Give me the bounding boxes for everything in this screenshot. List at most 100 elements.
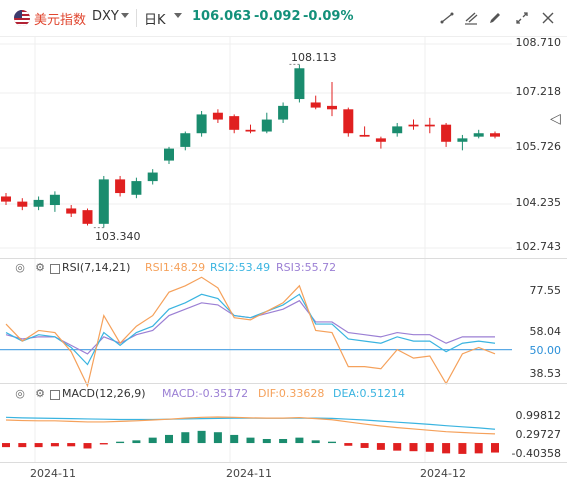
candle-body — [424, 124, 435, 127]
macd-bar — [67, 443, 76, 447]
candle-body — [294, 68, 305, 100]
dif-value: DIF:0.33628 — [258, 387, 325, 400]
price-change: -0.092 — [254, 9, 301, 24]
price-axis-label: 108.710 — [515, 36, 562, 49]
candle-body — [343, 109, 354, 134]
expand-icon[interactable] — [515, 11, 529, 25]
pencil-icon[interactable] — [488, 11, 502, 25]
macd-bar — [474, 443, 483, 454]
symbol-selector[interactable]: DXY — [92, 9, 119, 24]
date-label: 2024-12 — [420, 467, 466, 480]
candle-body — [115, 179, 126, 194]
indicator-checkbox[interactable] — [50, 390, 60, 400]
us-flag-icon — [14, 10, 30, 26]
high-annotation: 108.113 — [291, 51, 337, 64]
price-axis-label: 102.743 — [515, 240, 562, 253]
close-icon[interactable] — [541, 11, 555, 25]
macd-title: MACD(12,26,9) — [62, 387, 146, 400]
candle-body — [66, 208, 77, 214]
macd-bar — [262, 438, 271, 444]
pane-divider — [0, 462, 567, 463]
divider — [136, 9, 137, 27]
candle-body — [457, 138, 468, 142]
macd-bar — [295, 437, 304, 444]
candle-body — [17, 201, 28, 207]
period-selector[interactable]: 日K — [144, 13, 166, 28]
macd-bar — [181, 432, 190, 444]
macd-bar — [18, 443, 27, 448]
chart-header: 美元指数 DXY 日K 106.063 -0.092 -0.09% — [0, 0, 567, 37]
horizontal-line-tool-icon[interactable] — [440, 11, 454, 25]
rsi-title: RSI(7,14,21) — [62, 261, 131, 274]
macd-bar — [246, 437, 255, 444]
macd-bar — [132, 440, 141, 444]
candle-body — [82, 210, 93, 224]
eye-icon[interactable]: ◎ — [15, 387, 25, 400]
candle-body — [98, 179, 109, 224]
candle-body — [375, 138, 386, 142]
candle-body — [164, 148, 174, 161]
macd-axis-label: 0.29727 — [515, 428, 562, 441]
candle-body — [261, 119, 272, 132]
low-annotation: 103.340 — [95, 230, 141, 243]
candle-body — [441, 124, 452, 142]
macd-bar — [376, 443, 385, 450]
dea-value: DEA:0.51214 — [333, 387, 405, 400]
price-axis-label: 107.218 — [515, 85, 562, 98]
rsi-axis-label: 38.53 — [529, 367, 562, 380]
macd-bar — [213, 432, 222, 444]
channel-tool-icon[interactable] — [464, 11, 478, 25]
symbol-dropdown-icon[interactable] — [121, 13, 129, 18]
rsi2-value: RSI2:53.49 — [210, 261, 271, 274]
macd-bar — [311, 440, 320, 444]
gear-icon[interactable]: ⚙ — [35, 261, 45, 274]
macd-bar — [50, 443, 59, 447]
eye-icon[interactable]: ◎ — [15, 261, 25, 274]
macd-bar — [34, 443, 43, 448]
date-label: 2024-11 — [30, 467, 76, 480]
candle-body — [212, 112, 223, 120]
candle-body — [33, 199, 44, 207]
candle-body — [131, 181, 142, 195]
rsi-axis-label: 50.00 — [529, 344, 562, 357]
macd-axis-label: 0.99812 — [515, 409, 562, 422]
candle-body — [1, 196, 11, 202]
price-axis-label: 105.726 — [515, 140, 562, 153]
macd-value: MACD:-0.35172 — [162, 387, 249, 400]
symbol-name: 美元指数 — [34, 13, 87, 28]
gear-icon[interactable]: ⚙ — [35, 387, 45, 400]
rsi2-line — [5, 293, 496, 366]
collapse-panel-icon[interactable]: ◁ — [550, 111, 561, 127]
period-dropdown-icon[interactable] — [174, 13, 182, 18]
macd-bar — [2, 443, 10, 448]
candle-body — [327, 105, 337, 110]
indicator-checkbox[interactable] — [50, 264, 60, 274]
candle-body — [278, 105, 289, 120]
macd-bar — [99, 443, 108, 445]
candle-body — [180, 133, 191, 147]
rsi3-line — [5, 299, 495, 355]
macd-bar — [116, 441, 125, 444]
macd-bar — [344, 443, 353, 446]
candle-body — [408, 124, 419, 127]
macd-bar — [83, 443, 92, 449]
macd-bar — [442, 443, 451, 454]
candle-body — [147, 172, 158, 182]
macd-bar — [491, 443, 499, 453]
pane-divider — [0, 383, 567, 384]
macd-bar — [458, 443, 467, 454]
candle-body — [229, 116, 240, 130]
rsi3-value: RSI3:55.72 — [276, 261, 337, 274]
rsi-axis-label: 77.55 — [529, 284, 562, 297]
candle-body — [473, 133, 484, 137]
price-change-pct: -0.09% — [303, 9, 354, 24]
macd-bar — [230, 434, 239, 444]
macd-axis-label: -0.40358 — [511, 447, 561, 460]
last-price: 106.063 — [192, 9, 252, 24]
macd-bar — [328, 441, 336, 444]
macd-bar — [425, 443, 434, 452]
rsi-axis-label: 58.04 — [529, 325, 562, 338]
candle-body — [245, 129, 256, 132]
rsi1-line — [5, 276, 496, 388]
